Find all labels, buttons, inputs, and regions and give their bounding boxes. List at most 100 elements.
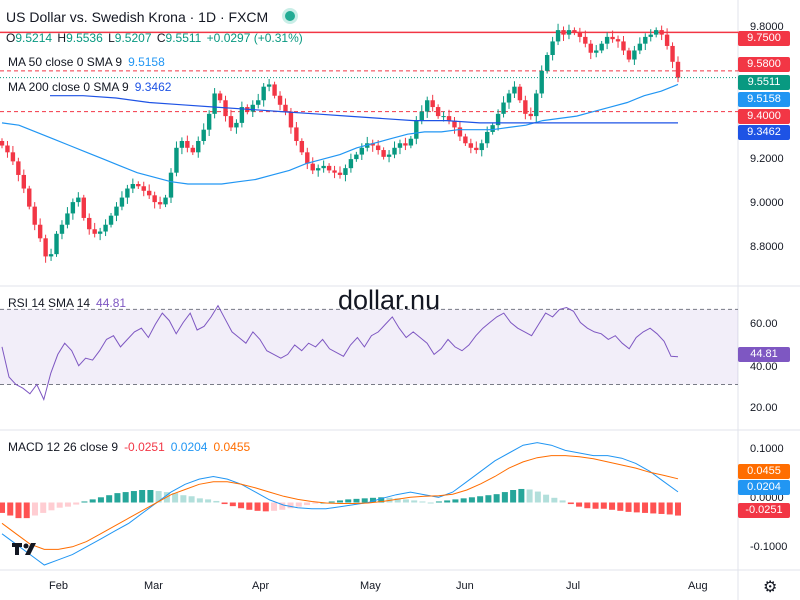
candle-body bbox=[201, 129, 206, 141]
candle-body bbox=[146, 190, 152, 196]
candle-body bbox=[468, 143, 474, 148]
macd-histogram-bar bbox=[254, 502, 261, 511]
candle-body bbox=[441, 116, 446, 118]
candle-body bbox=[315, 168, 321, 171]
market-status-icon bbox=[282, 8, 299, 24]
candle-body bbox=[196, 141, 201, 153]
candle-body bbox=[92, 229, 97, 234]
candle-body bbox=[659, 30, 664, 35]
price-tag-level-2: 9.5800 bbox=[738, 57, 790, 72]
macd-histogram-bar bbox=[625, 502, 632, 512]
candle-body bbox=[174, 147, 179, 173]
candle-body bbox=[517, 86, 523, 101]
candle-body bbox=[234, 122, 239, 128]
macd-histogram-bar bbox=[501, 492, 508, 503]
candle-body bbox=[490, 125, 495, 132]
macd-histogram-bar bbox=[188, 496, 195, 503]
tradingview-logo-icon[interactable] bbox=[12, 540, 38, 565]
macd-histogram-bar bbox=[567, 502, 574, 505]
macd-histogram-bar bbox=[196, 498, 203, 503]
candle-body bbox=[604, 36, 610, 44]
candle-body bbox=[332, 170, 337, 173]
macd-histogram-bar bbox=[468, 497, 475, 503]
macd-histogram-bar bbox=[617, 502, 624, 511]
gear-icon[interactable]: ⚙ bbox=[763, 579, 778, 596]
macd-histogram-bar bbox=[633, 502, 640, 513]
candle-body bbox=[27, 188, 32, 207]
month-label: May bbox=[360, 580, 381, 592]
candle-body bbox=[664, 34, 670, 46]
rsi-legend[interactable]: RSI 14 SMA 14 44.81 bbox=[8, 296, 126, 310]
rsi-label: RSI 14 SMA 14 bbox=[8, 296, 91, 310]
macd-histogram-bar bbox=[7, 502, 14, 516]
macd-histogram-bar bbox=[485, 495, 492, 503]
candle-body bbox=[594, 50, 599, 53]
candle-body bbox=[479, 143, 484, 151]
candle-body bbox=[261, 86, 266, 101]
candle-body bbox=[10, 152, 16, 162]
ohlc-legend: O9.5214 H9.5536 L9.5207 C9.5511 +0.0297 … bbox=[6, 31, 305, 45]
candle-body bbox=[414, 120, 419, 139]
macd-histogram-bar bbox=[205, 499, 212, 503]
low-value: 9.5207 bbox=[114, 31, 152, 45]
candle-body bbox=[643, 36, 648, 44]
candle-body bbox=[294, 127, 299, 141]
candle-body bbox=[266, 84, 272, 87]
candle-body bbox=[408, 138, 414, 146]
candle-body bbox=[0, 141, 5, 146]
ma50-label: MA 50 close 0 SMA 9 bbox=[8, 55, 123, 69]
macd-histogram-bar bbox=[600, 502, 607, 509]
candle-body bbox=[354, 154, 359, 160]
candle-body bbox=[163, 197, 168, 205]
candle-body bbox=[136, 184, 141, 187]
macd-histogram-bar bbox=[427, 502, 434, 504]
candle-body bbox=[228, 116, 234, 128]
macd-histogram-bar bbox=[460, 498, 467, 503]
macd-histogram-bar bbox=[279, 502, 286, 510]
candle-body bbox=[321, 165, 326, 169]
macd-histogram-bar bbox=[675, 502, 681, 516]
ma200-legend[interactable]: MA 200 close 0 SMA 9 9.3462 bbox=[8, 80, 171, 94]
candle-body bbox=[185, 141, 190, 148]
macd-signal-value: 0.0455 bbox=[213, 440, 251, 454]
rsi-line bbox=[1, 304, 679, 401]
macd-histogram-bar bbox=[56, 502, 63, 508]
ma50-legend[interactable]: MA 50 close 0 SMA 9 9.5158 bbox=[8, 55, 165, 69]
candle-body bbox=[615, 39, 621, 42]
candle-body bbox=[381, 150, 386, 157]
ma200-value: 9.3462 bbox=[134, 80, 172, 94]
candle-body bbox=[190, 147, 196, 153]
rsi-value-tag: 44.81 bbox=[738, 347, 790, 362]
candle-body bbox=[544, 55, 550, 71]
candle-body bbox=[555, 30, 561, 42]
candle-body bbox=[348, 159, 354, 169]
candle-body bbox=[501, 102, 506, 114]
price-tick: 9.8000 bbox=[750, 21, 784, 33]
candle-body bbox=[299, 141, 305, 153]
macd-legend[interactable]: MACD 12 26 close 9 -0.0251 0.0204 0.0455 bbox=[8, 440, 250, 454]
macd-histogram-bar bbox=[609, 502, 616, 510]
candle-body bbox=[392, 147, 397, 155]
macd-histogram-bar bbox=[543, 494, 550, 503]
macd-histogram-bar bbox=[81, 501, 88, 503]
macd-hist-tag: -0.0251 bbox=[738, 503, 790, 518]
macd-histogram-bar bbox=[361, 498, 368, 503]
candle-body bbox=[119, 197, 125, 207]
open-value: 9.5214 bbox=[15, 31, 53, 45]
candle-body bbox=[48, 254, 54, 257]
macd-signal-line bbox=[1, 455, 679, 550]
symbol-title[interactable]: US Dollar vs. Swedish Krona · 1D · FXCM bbox=[6, 8, 299, 25]
candle-body bbox=[16, 161, 21, 175]
candle-body bbox=[326, 165, 332, 171]
macd-histogram-bar bbox=[444, 500, 451, 503]
candle-body bbox=[397, 143, 403, 148]
macd-histogram-bar bbox=[221, 502, 228, 505]
candle-body bbox=[621, 41, 626, 51]
candle-body bbox=[310, 163, 315, 171]
macd-histogram-bar bbox=[48, 502, 55, 511]
macd-histogram-bar bbox=[139, 490, 146, 503]
macd-histogram-bar bbox=[402, 499, 409, 503]
price-tag-ma50: 9.5158 bbox=[738, 92, 790, 107]
